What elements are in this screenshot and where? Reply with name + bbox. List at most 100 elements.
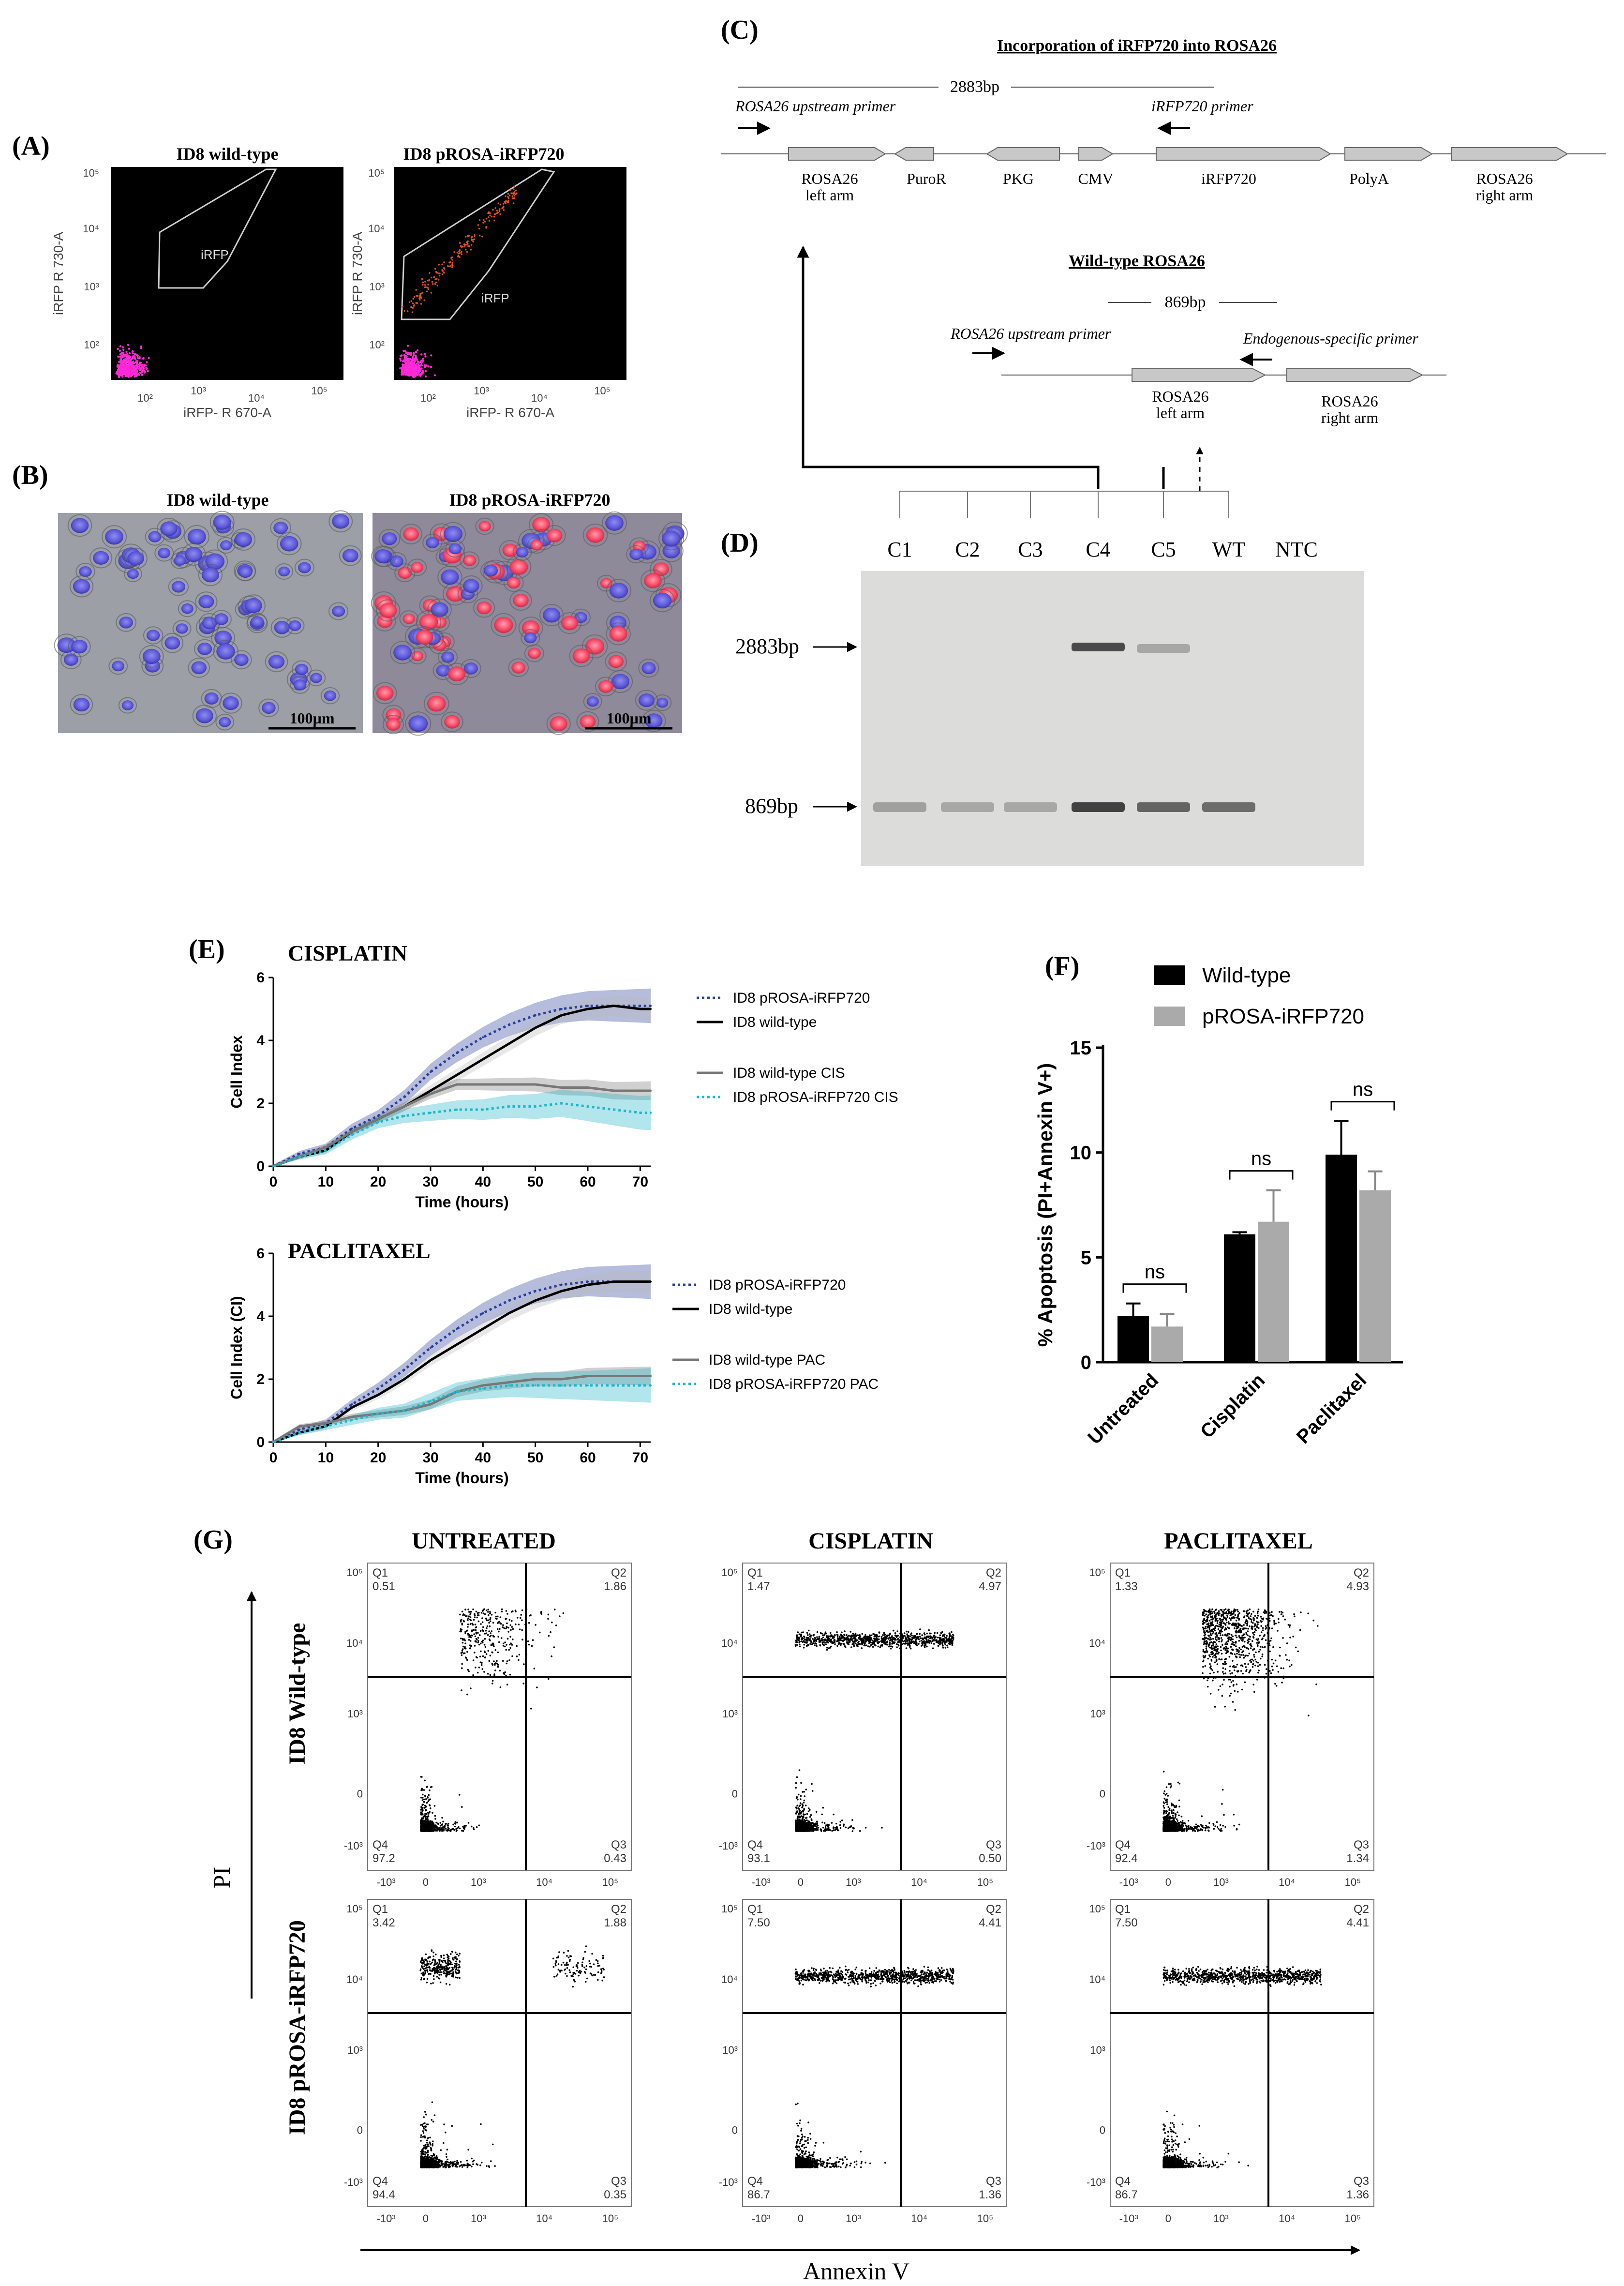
event-dot <box>521 1609 523 1611</box>
event-dot <box>424 1806 426 1809</box>
event-dot <box>404 364 407 367</box>
y-tick: 10² <box>369 339 385 351</box>
event-dot <box>412 376 414 378</box>
irfp-cell <box>509 559 528 575</box>
event-dot <box>402 364 404 367</box>
irfp-event <box>435 271 437 273</box>
plot-area <box>111 167 343 380</box>
event-dot <box>828 1827 830 1829</box>
event-dot <box>422 1793 424 1796</box>
event-dot <box>491 1613 493 1616</box>
event-dot <box>817 1827 819 1829</box>
irfp-event <box>511 195 514 197</box>
irfp-event <box>441 263 443 266</box>
event-dot <box>473 1629 475 1631</box>
irfp-event <box>463 243 465 245</box>
event-dot <box>523 1663 525 1665</box>
event-dot <box>138 362 141 364</box>
event-dot <box>822 1806 824 1809</box>
event-dot <box>422 1830 424 1832</box>
event-dot <box>441 1817 443 1819</box>
event-dot <box>489 1674 492 1676</box>
nucleus <box>220 540 232 551</box>
event-dot <box>521 1629 523 1631</box>
irfp-event <box>421 278 423 280</box>
event-dot <box>476 1639 478 1641</box>
event-dot <box>463 1620 465 1623</box>
irfp-event <box>451 256 453 258</box>
event-dot <box>142 358 145 360</box>
event-dot <box>416 349 419 352</box>
irfp-event <box>438 264 440 266</box>
event-dot <box>435 1821 437 1824</box>
event-dot <box>504 1641 506 1643</box>
irfp-event <box>515 189 517 192</box>
data-point <box>403 1115 405 1117</box>
event-dot <box>466 1651 468 1653</box>
event-dot <box>441 1823 444 1825</box>
data-point <box>613 1090 615 1092</box>
irfp-event <box>443 271 445 274</box>
event-dot <box>407 369 410 371</box>
data-point <box>403 1369 405 1371</box>
y-tick: 10³ <box>369 281 385 293</box>
nucleus <box>516 547 529 557</box>
event-dot <box>130 368 133 370</box>
x-axis-label: iRFP- R 670-A <box>466 405 554 420</box>
x-tick-label: 70 <box>632 1174 648 1190</box>
event-dot <box>798 1793 800 1796</box>
event-dot <box>483 1608 486 1610</box>
event-dot <box>801 1815 803 1817</box>
event-dot <box>417 360 419 362</box>
chart-title: PACLITAXEL <box>288 1238 431 1263</box>
event-dot <box>532 1639 534 1641</box>
lane-label: C1 <box>887 538 912 561</box>
wt-left-arm <box>1132 368 1266 382</box>
bar <box>1258 1221 1289 1362</box>
irfp-event <box>503 203 505 205</box>
clone-to-construct-arrow <box>797 245 1100 489</box>
event-dot <box>420 1823 423 1826</box>
irfp-event <box>487 216 490 218</box>
data-point <box>430 1093 432 1095</box>
irfp-event <box>463 245 466 247</box>
irfp-cell <box>478 521 491 532</box>
irfp-cell <box>403 527 419 541</box>
irfp-cell <box>379 603 397 618</box>
event-dot <box>467 1609 469 1610</box>
event-dot <box>422 1804 424 1805</box>
data-point <box>325 1425 327 1428</box>
x-tick-label: 20 <box>370 1174 386 1190</box>
event-dot <box>420 367 423 370</box>
event-dot <box>140 347 142 349</box>
irfp-cell <box>511 662 526 674</box>
data-point <box>325 1422 327 1424</box>
flow-plot-wildtype: ID8 wild-type iRFP iRFP R 730-A iRFP- R … <box>51 144 343 420</box>
event-dot <box>553 1609 556 1610</box>
event-dot <box>796 1810 798 1812</box>
event-dot <box>145 364 147 367</box>
x-tick-label: 40 <box>475 1450 491 1466</box>
y-axis-label: Cell Index (CI) <box>228 1296 245 1399</box>
el-rosa-right: ROSA26 <box>1476 170 1533 187</box>
event-dot <box>128 371 130 373</box>
event-dot <box>487 1611 489 1613</box>
data-point <box>456 1052 458 1054</box>
data-point <box>351 1406 353 1409</box>
event-dot <box>447 1822 449 1825</box>
irfp-event <box>499 208 501 210</box>
data-point <box>298 1431 301 1434</box>
event-dot <box>499 1669 501 1672</box>
nucleus <box>191 661 207 675</box>
negative-population <box>115 344 150 378</box>
event-dot <box>469 1616 472 1618</box>
event-dot <box>478 1643 480 1646</box>
quadrant-value: 97.2 <box>372 1852 395 1865</box>
y-tick-label: 6 <box>256 1246 265 1262</box>
x-axis-label: Time (hours) <box>415 1469 508 1487</box>
event-dot <box>421 1820 423 1821</box>
irfp-event <box>461 246 463 248</box>
event-dot <box>816 1822 819 1824</box>
irfp-event <box>437 279 440 281</box>
nucleus <box>483 564 498 577</box>
